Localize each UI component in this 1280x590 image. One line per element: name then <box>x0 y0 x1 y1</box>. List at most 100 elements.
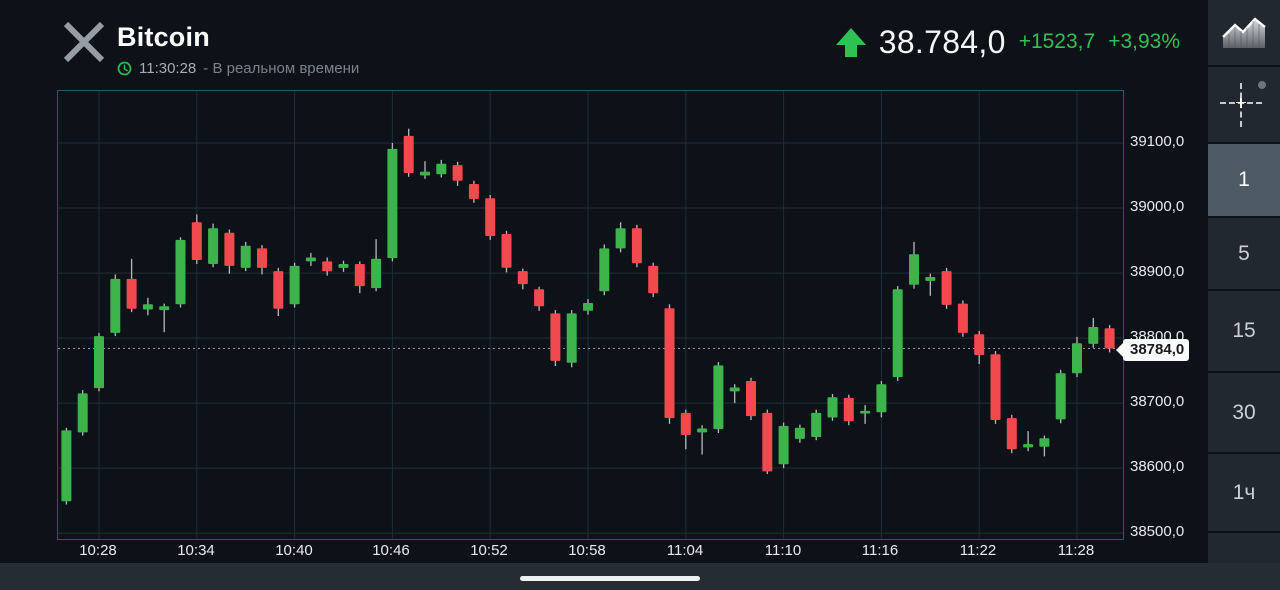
x-axis-label: 11:16 <box>861 542 899 559</box>
candle <box>1055 373 1066 420</box>
change-percent: +3,93% <box>1108 30 1180 53</box>
candle <box>273 271 284 309</box>
bottom-bar <box>0 563 1280 590</box>
arrow-up-icon <box>835 27 866 57</box>
x-axis-label: 10:58 <box>568 542 606 559</box>
x-axis-label: 11:22 <box>959 542 997 559</box>
x-axis-label: 10:46 <box>372 542 410 559</box>
candle <box>175 239 186 305</box>
y-axis-label: 38900,0 <box>1130 263 1185 280</box>
candle <box>843 397 854 422</box>
candle <box>1006 418 1017 450</box>
candle <box>1088 327 1099 344</box>
candle <box>680 412 691 435</box>
candle <box>778 425 789 465</box>
timeframe-button-15[interactable]: 15 <box>1208 291 1280 371</box>
candle <box>746 381 756 417</box>
x-axis-label: 11:28 <box>1057 542 1095 559</box>
x-axis-label: 11:10 <box>764 542 802 559</box>
chart-toolbar: 1 5 15 30 1ч <box>1208 0 1280 563</box>
candle <box>126 278 137 309</box>
y-axis-label: 38700,0 <box>1130 393 1185 410</box>
candle <box>468 184 479 199</box>
chart-type-button[interactable] <box>1208 0 1280 65</box>
candle <box>648 265 659 294</box>
candle <box>289 265 300 305</box>
candle <box>534 289 545 307</box>
candlestick-chart[interactable] <box>57 90 1124 540</box>
candle <box>142 304 153 310</box>
candle <box>338 264 349 268</box>
candle <box>729 387 740 392</box>
candle <box>1104 328 1115 349</box>
candle <box>925 277 936 281</box>
candle <box>387 148 398 259</box>
candle <box>860 410 871 414</box>
candle <box>876 384 887 413</box>
quote-subtitle: 11:30:28 - В реальном времени <box>117 59 360 77</box>
candle <box>191 222 202 260</box>
candle <box>436 163 447 175</box>
y-axis-label: 38600,0 <box>1130 458 1185 475</box>
candle <box>909 254 919 285</box>
sidebar-stub-tile <box>1208 533 1280 563</box>
y-axis-label: 39100,0 <box>1130 133 1185 150</box>
clock-icon <box>117 61 132 76</box>
realtime-label: - В реальном времени <box>203 59 360 77</box>
candle <box>615 228 626 249</box>
candle <box>371 258 382 289</box>
y-axis-label: 38500,0 <box>1130 523 1185 540</box>
candle <box>827 397 838 418</box>
candle <box>501 234 512 268</box>
candle <box>794 427 805 439</box>
timeframe-button-30[interactable]: 30 <box>1208 373 1280 452</box>
candle <box>941 271 952 305</box>
candle <box>485 198 496 236</box>
x-axis-label: 10:34 <box>177 542 215 559</box>
last-price: 38.784,0 <box>878 23 1006 60</box>
x-axis-label: 10:28 <box>79 542 117 559</box>
candle <box>61 430 72 502</box>
candle <box>159 306 170 311</box>
candle <box>305 257 316 262</box>
candle <box>762 412 773 472</box>
candle <box>420 171 430 176</box>
area-chart-icon <box>1220 16 1268 50</box>
candle <box>664 308 675 419</box>
candle <box>1023 444 1034 448</box>
change-absolute: +1523,7 <box>1018 30 1096 53</box>
candle <box>517 271 528 285</box>
candle <box>550 313 561 361</box>
candle <box>566 313 577 363</box>
chart-scrollbar-handle[interactable] <box>520 576 700 581</box>
current-price-tag: 38784,0 <box>1116 339 1189 361</box>
candle <box>713 365 724 430</box>
candle <box>631 228 642 264</box>
timeframe-button-1ч[interactable]: 1ч <box>1208 454 1280 531</box>
candle <box>599 248 610 292</box>
candle <box>240 245 251 268</box>
close-icon[interactable] <box>62 20 106 64</box>
candle <box>322 261 333 272</box>
x-axis-label: 10:40 <box>275 542 313 559</box>
crosshair-icon <box>1220 80 1268 129</box>
candle <box>110 278 121 333</box>
candle <box>1039 438 1050 447</box>
page-title: Bitcoin <box>117 22 210 52</box>
x-axis-label: 11:04 <box>666 542 704 559</box>
candle <box>354 264 365 287</box>
candle <box>974 334 985 355</box>
y-axis-label: 39000,0 <box>1130 198 1185 215</box>
candle <box>403 135 414 173</box>
candle <box>892 289 903 378</box>
candle <box>1072 343 1082 374</box>
candle <box>957 303 968 333</box>
x-axis-label: 10:52 <box>470 542 508 559</box>
quote-time: 11:30:28 <box>139 59 197 77</box>
crosshair-button[interactable] <box>1208 67 1280 142</box>
candle <box>583 303 593 311</box>
timeframe-button-1[interactable]: 1 <box>1208 144 1280 216</box>
timeframe-button-5[interactable]: 5 <box>1208 218 1280 289</box>
candle <box>452 165 463 181</box>
